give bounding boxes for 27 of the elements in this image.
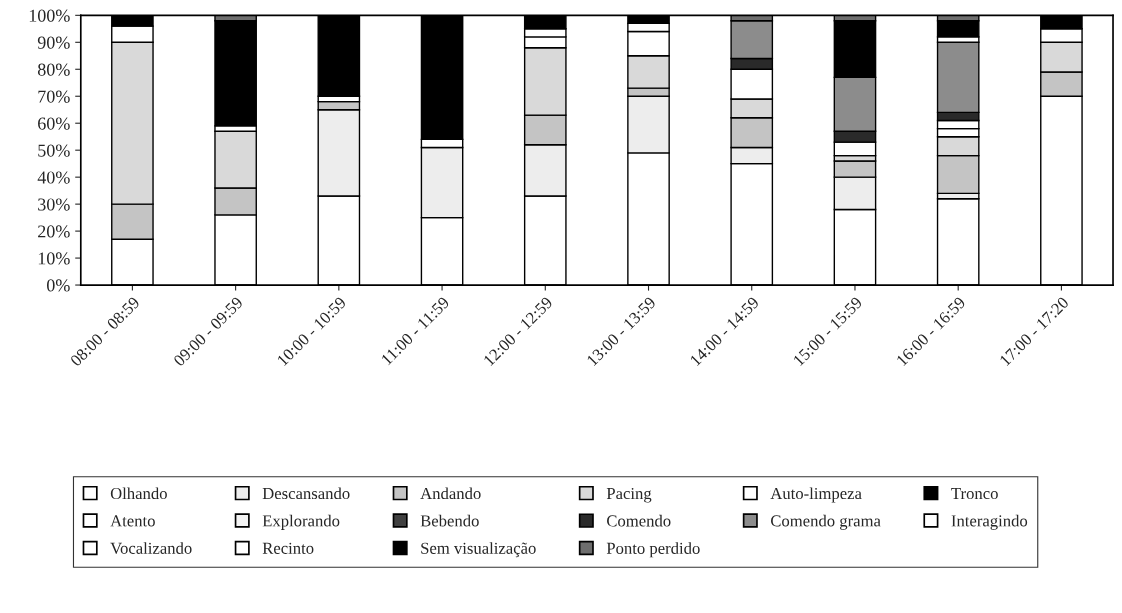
y-tick-label: 70% [38, 90, 70, 103]
legend-label: Interagindo [951, 514, 1028, 530]
legend-label: Andando [420, 487, 481, 500]
y-tick-label: 80% [37, 63, 70, 76]
legend-label: Olhando [110, 487, 167, 500]
legend-label: Bebendo [420, 514, 479, 527]
legend-label: Vocalizando [110, 542, 192, 554]
y-tick-label: 30% [38, 198, 70, 211]
y-tick-label: 60% [38, 117, 70, 130]
y-tick-label: 20% [38, 225, 70, 238]
y-tick-label: 100% [29, 9, 70, 22]
legend-label: Explorando [262, 514, 340, 530]
y-tick-label: 90% [37, 36, 70, 49]
legend-label: Auto-limpeza [770, 487, 862, 503]
legend-label: Descansando [262, 487, 350, 500]
legend-label: Recinto [262, 542, 314, 554]
y-tick-label: 0% [46, 279, 70, 292]
legend-label: Tronco [951, 488, 998, 500]
legend-label: Comendo [607, 514, 671, 527]
legend-label: Atento [110, 515, 155, 527]
y-tick-label: 10% [38, 252, 70, 265]
y-tick-label: 40% [37, 171, 70, 184]
legend-label: Sem visualização [421, 542, 536, 558]
y-tick-label: 50% [38, 144, 70, 157]
legend-label: Ponto perdido [606, 542, 700, 558]
legend-label: Pacing [606, 487, 652, 503]
legend-label: Comendo grama [770, 514, 881, 530]
